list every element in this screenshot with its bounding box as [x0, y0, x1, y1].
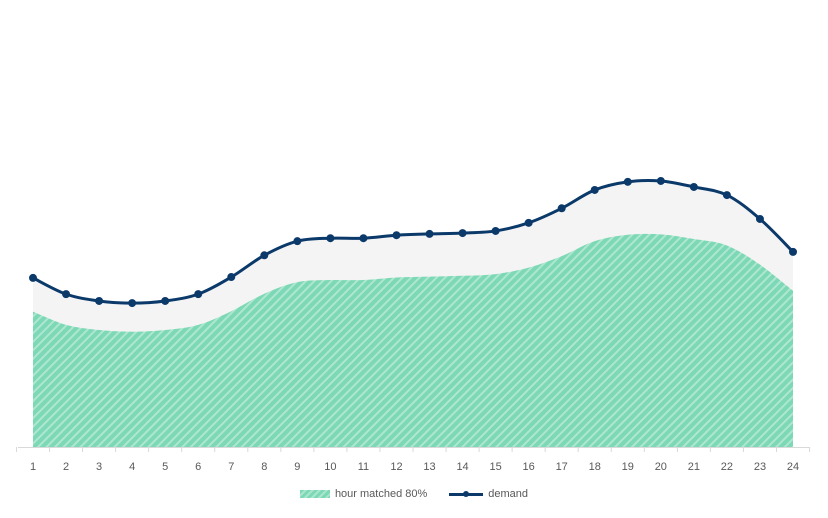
x-tick-label: 5	[162, 461, 168, 473]
x-tick-label: 19	[622, 461, 634, 473]
line-marker-swatch-icon	[449, 489, 484, 499]
x-tick-label: 10	[324, 461, 336, 473]
demand-point	[227, 273, 236, 282]
hatched-area-swatch-icon	[299, 490, 330, 498]
demand-point	[524, 218, 533, 227]
x-tick-label: 13	[423, 461, 435, 473]
x-tick-label: 24	[787, 461, 799, 473]
x-tick-label: 20	[655, 461, 667, 473]
x-tick-label: 2	[63, 461, 69, 473]
demand-point	[359, 234, 368, 243]
demand-point	[194, 290, 203, 299]
chart-plot: 1 2 3 4 5 6 7 8 9 10 11 12 13 14 15 16 17 18 19 20 21 22 23 24	[15, 176, 811, 473]
legend-item-hour-matched: hour matched 80%	[299, 488, 428, 500]
x-tick-label: 8	[261, 461, 267, 473]
x-tick-label: 1	[30, 461, 36, 473]
x-tick-label: 4	[129, 461, 135, 473]
x-tick-label: 9	[294, 461, 300, 473]
demand-point	[260, 251, 269, 260]
x-tick-label: 16	[523, 461, 535, 473]
demand-point	[326, 234, 335, 243]
x-tick-label: 6	[195, 461, 201, 473]
demand-point	[557, 204, 566, 213]
x-tick-label: 12	[390, 461, 402, 473]
x-tick-label: 7	[228, 461, 234, 473]
legend: hour matched 80% demand	[0, 488, 828, 500]
demand-point	[491, 226, 500, 235]
hour-matched-area	[33, 233, 793, 447]
x-tick-label: 18	[589, 461, 601, 473]
x-tick-label: 17	[556, 461, 568, 473]
legend-label: demand	[488, 488, 529, 500]
demand-point	[789, 247, 797, 256]
demand-point	[458, 229, 467, 238]
x-tick-label: 14	[456, 461, 468, 473]
x-tick-label: 21	[688, 461, 700, 473]
demand-point	[722, 191, 731, 200]
demand-point	[161, 296, 170, 305]
x-tick-label: 11	[358, 461, 369, 473]
demand-point	[29, 273, 37, 282]
demand-point	[689, 182, 698, 191]
x-tick-label: 22	[721, 461, 733, 473]
demand-point	[623, 177, 632, 186]
demand-point	[755, 214, 764, 223]
demand-point	[392, 231, 401, 240]
legend-label: hour matched 80%	[334, 488, 428, 500]
demand-point	[425, 229, 434, 238]
x-tick-label: 23	[754, 461, 766, 473]
legend-item-demand: demand	[449, 488, 528, 500]
demand-point	[62, 290, 71, 299]
demand-point	[128, 299, 137, 308]
demand-point	[656, 176, 665, 185]
x-tick-label: 3	[96, 461, 102, 473]
x-tick-label: 15	[489, 461, 501, 473]
demand-point	[293, 237, 302, 246]
demand-line	[29, 176, 797, 308]
x-axis-ticks: 1 2 3 4 5 6 7 8 9 10 11 12 13 14 15 16 17 18 19 20 21 22 23 24	[15, 447, 811, 473]
demand-point	[590, 185, 599, 194]
demand-point	[95, 296, 104, 305]
